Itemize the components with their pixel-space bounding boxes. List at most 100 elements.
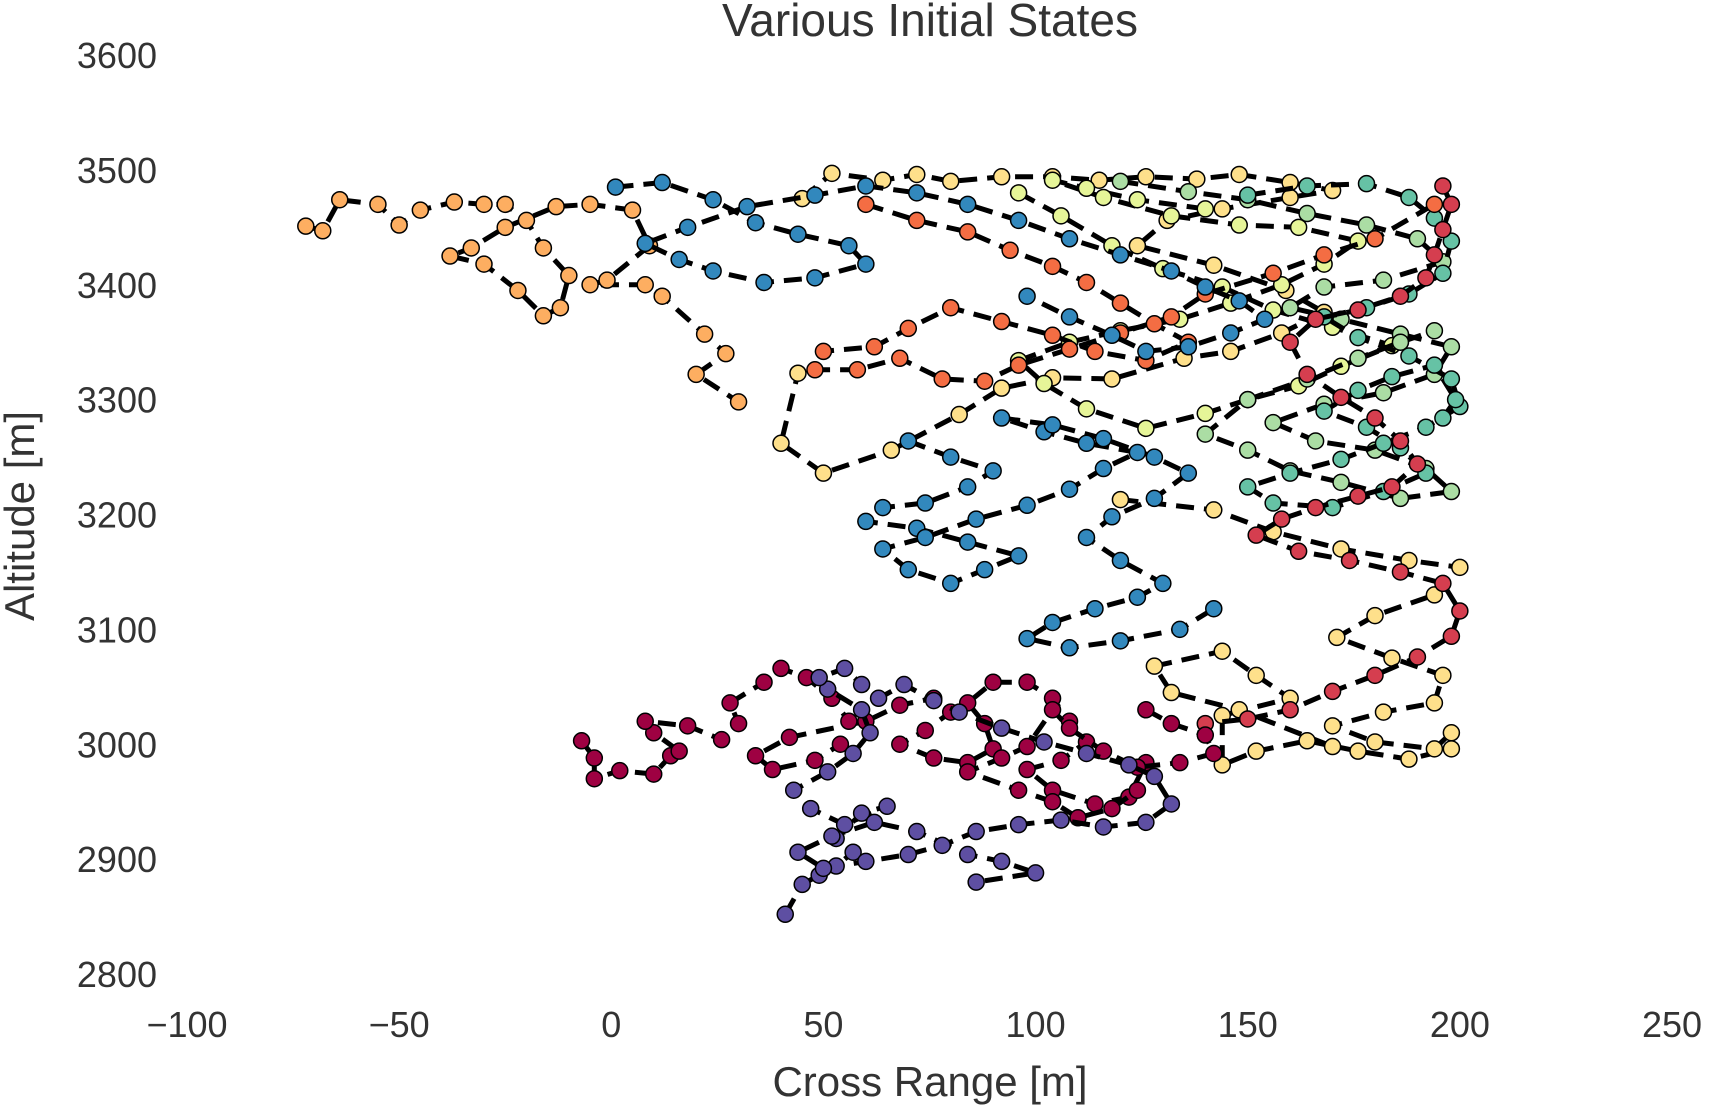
data-point <box>1094 818 1113 836</box>
data-point <box>738 197 756 216</box>
data-point <box>1383 367 1401 386</box>
data-point <box>1162 207 1181 225</box>
data-point <box>1247 666 1265 685</box>
data-point <box>1366 666 1384 685</box>
data-point <box>1043 416 1062 434</box>
data-point <box>390 216 408 234</box>
data-point <box>874 498 892 517</box>
data-point <box>1315 246 1333 264</box>
data-point <box>1137 419 1155 438</box>
data-point <box>908 211 926 230</box>
data-point <box>1425 356 1444 374</box>
data-point <box>831 735 850 753</box>
data-point <box>857 195 875 214</box>
data-point <box>869 689 888 708</box>
data-point <box>1009 211 1028 230</box>
data-point <box>746 213 765 232</box>
data-point <box>1171 753 1189 772</box>
data-point <box>729 714 748 733</box>
data-point <box>1255 310 1274 328</box>
data-point <box>1230 165 1248 184</box>
data-point <box>1043 792 1062 811</box>
data-point <box>1205 744 1223 763</box>
data-point <box>916 721 935 740</box>
data-point <box>844 843 862 861</box>
data-point <box>1230 216 1248 234</box>
data-point <box>598 271 616 289</box>
data-point <box>1060 480 1079 498</box>
data-point <box>695 325 714 343</box>
data-point <box>1340 551 1359 570</box>
data-point <box>984 462 1002 480</box>
x-tick-label: 200 <box>1430 1004 1490 1045</box>
data-point <box>1179 464 1198 482</box>
data-point <box>1366 733 1384 751</box>
data-point <box>1120 756 1138 774</box>
trajectory-line <box>811 201 1436 384</box>
data-point <box>789 843 807 861</box>
data-point <box>806 751 824 770</box>
data-point <box>462 239 481 257</box>
data-point <box>678 717 697 735</box>
data-point <box>1043 171 1062 189</box>
data-point <box>975 372 994 390</box>
data-point <box>941 298 960 317</box>
data-point <box>772 659 790 678</box>
data-point <box>1026 864 1045 882</box>
data-point <box>984 673 1002 691</box>
data-point <box>958 478 977 496</box>
data-point <box>1043 701 1062 719</box>
data-point <box>1349 742 1367 760</box>
data-point <box>1196 726 1215 744</box>
data-point <box>1018 629 1036 648</box>
data-point <box>1306 498 1325 517</box>
data-point <box>1145 657 1164 675</box>
data-point <box>882 441 901 459</box>
data-point <box>1238 478 1257 496</box>
data-point <box>1315 278 1333 296</box>
data-point <box>941 172 960 191</box>
data-point <box>1018 760 1036 779</box>
x-tick-label: −100 <box>146 1004 227 1045</box>
data-point <box>704 190 722 209</box>
data-point <box>784 781 803 799</box>
data-point <box>1281 701 1299 719</box>
trajectory-series <box>606 173 1274 361</box>
data-point <box>670 742 688 760</box>
data-point <box>636 234 654 253</box>
data-point <box>1298 177 1316 195</box>
data-point <box>1298 732 1316 750</box>
data-point <box>1077 528 1096 547</box>
y-axis-label: Altitude [m] <box>0 411 43 621</box>
data-point <box>496 195 514 214</box>
data-point <box>793 875 811 894</box>
trajectory-series <box>857 409 1223 657</box>
data-point <box>857 512 875 531</box>
data-point <box>551 298 570 317</box>
data-point <box>852 675 871 694</box>
data-point <box>1238 390 1257 409</box>
data-point <box>1052 207 1070 225</box>
data-point <box>611 761 629 780</box>
data-point <box>992 312 1011 331</box>
data-point <box>581 276 599 294</box>
data-point <box>1086 599 1104 618</box>
data-point <box>1238 441 1257 459</box>
data-point <box>1171 620 1189 639</box>
data-point <box>840 712 858 731</box>
y-tick-label: 3200 <box>77 495 157 536</box>
data-point <box>1400 750 1418 768</box>
trajectory-series <box>1238 174 1469 517</box>
data-point <box>772 434 790 453</box>
data-point <box>992 409 1011 427</box>
data-point <box>1408 455 1427 473</box>
data-point <box>941 574 960 593</box>
data-point <box>717 344 735 363</box>
data-point <box>1060 639 1079 657</box>
data-point <box>1366 230 1384 248</box>
data-point <box>992 168 1011 186</box>
data-point <box>1434 264 1452 283</box>
data-point <box>1264 413 1282 432</box>
data-point <box>1221 324 1240 342</box>
